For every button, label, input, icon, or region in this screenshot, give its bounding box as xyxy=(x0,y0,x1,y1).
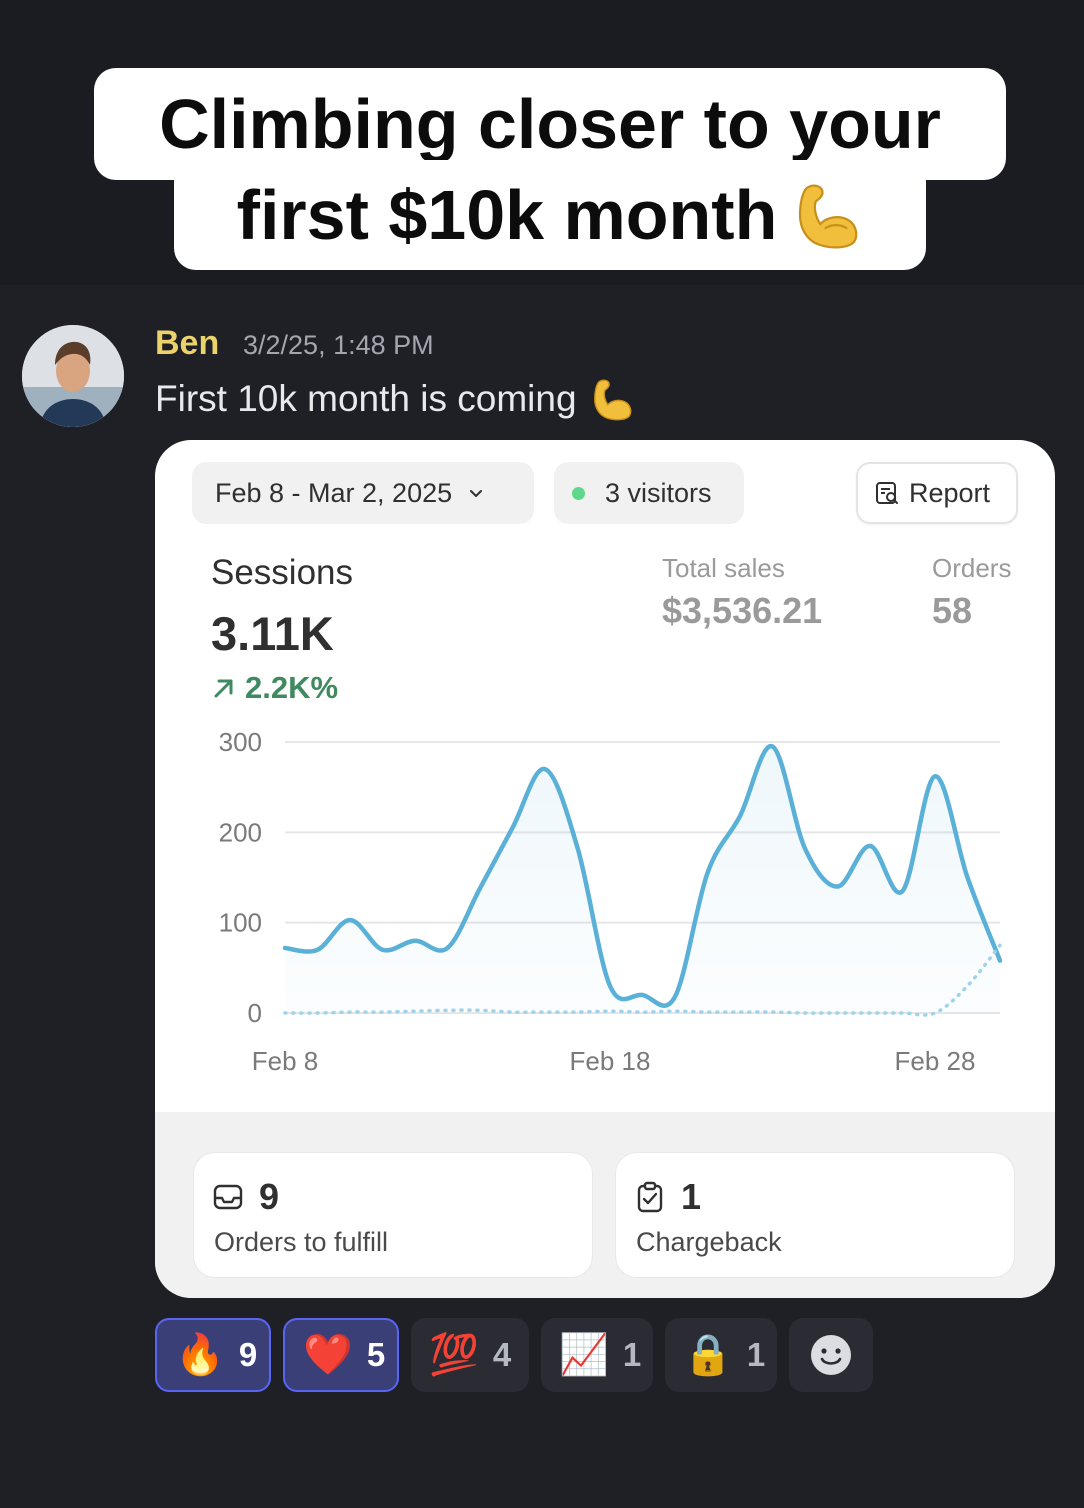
orders-label[interactable]: Orders xyxy=(932,553,1012,583)
series-line-comparison xyxy=(283,943,1002,1017)
report-button-label: Report xyxy=(909,477,991,508)
total-sales-label[interactable]: Total sales xyxy=(662,553,785,583)
reaction-count: 1 xyxy=(622,1336,642,1373)
sessions-change: 2.2K% xyxy=(211,670,338,706)
inbox-icon xyxy=(213,1184,243,1210)
orders-value: 58 xyxy=(932,590,973,631)
avatar[interactable] xyxy=(22,325,124,427)
date-range-label: Feb 8 - Mar 2, 2025 xyxy=(215,477,453,508)
flexed-biceps-icon xyxy=(799,184,858,249)
report-button[interactable]: Report xyxy=(856,462,1018,524)
clipboard-check-icon xyxy=(637,1181,663,1213)
avatar-image xyxy=(22,325,124,427)
reaction-chart-increasing[interactable]: 📈 1 xyxy=(541,1318,653,1392)
heart-icon: ❤️ xyxy=(303,1333,353,1377)
reaction-hundred-points[interactable]: 💯 4 xyxy=(411,1318,529,1392)
sessions-line-chart: 0 100 200 300 Feb 8 Feb 18 Feb 28 xyxy=(219,727,1003,1076)
visitors-label: 3 visitors xyxy=(605,477,712,508)
sessions-label[interactable]: Sessions xyxy=(211,553,354,592)
x-tick-label: Feb 18 xyxy=(570,1046,651,1076)
report-icon xyxy=(876,482,898,504)
series-line-current xyxy=(282,744,1003,1008)
total-sales-value: $3,536.21 xyxy=(662,590,823,631)
sessions-value: 3.11K xyxy=(211,607,334,660)
chargeback-label: Chargeback xyxy=(636,1227,782,1257)
x-tick-label: Feb 8 xyxy=(252,1046,319,1076)
date-range-picker[interactable]: Feb 8 - Mar 2, 2025 xyxy=(192,462,534,524)
chargeback-tile[interactable]: 1 Chargeback xyxy=(615,1152,1015,1278)
reaction-fire[interactable]: 🔥 9 xyxy=(155,1318,271,1392)
caption-line-2: first $10k month xyxy=(174,160,926,270)
x-tick-label: Feb 28 xyxy=(895,1046,976,1076)
live-visitors-pill[interactable]: 3 visitors xyxy=(554,462,744,524)
orders-to-fulfill-tile[interactable]: 9 Orders to fulfill xyxy=(193,1152,593,1278)
series-area xyxy=(285,746,1000,1013)
orders-to-fulfill-value: 9 xyxy=(259,1176,280,1217)
y-tick-label: 200 xyxy=(219,817,262,847)
message-text-content: First 10k month is coming xyxy=(155,378,577,419)
caption-line-2-text: first $10k month xyxy=(236,176,778,254)
reaction-count: 9 xyxy=(238,1336,258,1373)
reaction-count: 1 xyxy=(746,1336,766,1373)
reaction-count: 5 xyxy=(366,1336,386,1373)
arrow-up-right-icon xyxy=(214,679,233,698)
smiley-add-reaction-icon xyxy=(811,1335,851,1375)
sessions-change-value: 2.2K% xyxy=(245,670,339,705)
chart-increasing-icon: 📈 xyxy=(559,1333,609,1377)
message-timestamp: 3/2/25, 1:48 PM xyxy=(243,330,434,360)
y-tick-label: 0 xyxy=(248,998,262,1028)
orders-to-fulfill-label: Orders to fulfill xyxy=(214,1227,389,1257)
live-status-dot xyxy=(572,486,585,500)
fire-icon: 🔥 xyxy=(175,1333,225,1377)
hundred-points-icon: 💯 xyxy=(429,1333,479,1377)
add-reaction-button[interactable] xyxy=(789,1318,873,1392)
reaction-count: 4 xyxy=(492,1336,512,1373)
message-author[interactable]: Ben xyxy=(155,324,220,362)
message-text: First 10k month is coming xyxy=(155,376,635,422)
y-tick-label: 300 xyxy=(219,727,262,757)
chevron-down-icon xyxy=(470,490,483,497)
analytics-card: Feb 8 - Mar 2, 2025 3 visitors Report Se… xyxy=(155,440,1055,1298)
chargeback-value: 1 xyxy=(681,1176,702,1217)
reaction-lock[interactable]: 🔒 1 xyxy=(665,1318,777,1392)
reaction-heart[interactable]: ❤️ 5 xyxy=(283,1318,399,1392)
caption-line-1-text: Climbing closer to your xyxy=(159,85,941,163)
flexed-biceps-icon xyxy=(593,379,631,421)
y-tick-label: 100 xyxy=(219,908,262,938)
lock-icon: 🔒 xyxy=(683,1333,733,1377)
